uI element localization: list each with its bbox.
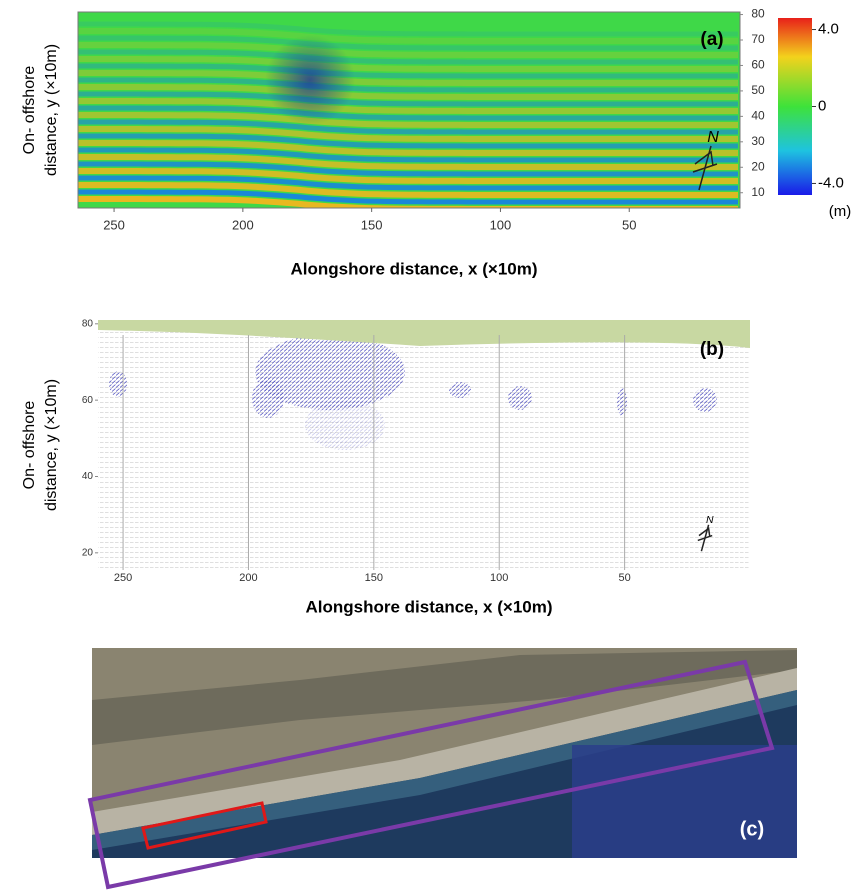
trough [78,91,738,107]
y-axis-label: distance, y (×10m) [43,379,60,511]
y-tick-label: 80 [751,7,765,21]
anomaly [265,35,355,125]
crest [78,56,738,72]
compass-label: N [707,129,719,146]
colorbar [778,18,812,195]
x-tick-label: 200 [239,572,257,584]
trough [78,21,738,37]
trough [78,77,738,93]
crest [78,98,738,114]
focus-area [141,801,268,850]
panel-label: (b) [700,339,724,360]
vector-cluster [109,371,127,397]
trough [78,147,738,163]
x-tick-label: 200 [232,217,254,232]
y-axis-label: On- offshore [21,66,38,155]
colorbar-tick-label: -4.0 [818,174,844,191]
crest [78,140,738,156]
compass-arrow [694,150,714,167]
y-tick-label: 20 [751,159,765,173]
y-tick-label: 30 [751,134,765,148]
crest [78,42,738,58]
vector-cluster [693,388,717,412]
trough [78,63,738,79]
vector-cluster [255,334,405,410]
x-tick-label: 100 [490,217,512,232]
trough [78,161,738,177]
x-tick-label: 50 [622,217,636,232]
trough [78,49,738,65]
vector-field [98,330,750,570]
colorbar-unit: (m) [829,203,852,220]
y-tick-label: 80 [82,318,94,329]
y-tick-label: 50 [751,83,765,97]
x-tick-label: 100 [490,572,508,584]
photo-beach [92,668,797,835]
y-tick-label: 10 [751,185,765,199]
crest [78,182,738,198]
vector-cluster [617,388,627,416]
photo-town [92,650,797,745]
vector-cluster [508,386,532,410]
trough [78,35,738,51]
x-tick-label: 50 [618,572,630,584]
trough [78,105,738,121]
panel-c: (c) [87,648,797,890]
trough [78,189,738,205]
photo-inset [572,745,797,858]
vector-cluster [449,382,471,398]
compass-label: N [706,515,714,526]
trough [78,119,738,135]
x-axis-label: Alongshore distance, x (×10m) [290,259,537,278]
y-tick-label: 40 [751,109,765,123]
crest [78,28,738,44]
colorbar-tick-label: 4.0 [818,21,839,38]
crest [78,196,738,208]
x-tick-label: 250 [103,217,125,232]
plot-frame [77,11,741,209]
y-tick-label: 20 [82,547,94,558]
trough [78,133,738,149]
y-tick-label: 60 [82,395,94,406]
crest [78,70,738,86]
panel-a: 250 200 150 100 50 10 20 30 40 50 60 70 80 Alongshore… [21,7,851,279]
crest [78,154,738,170]
y-axis-label: distance, y (×10m) [43,44,60,176]
x-tick-label: 250 [114,572,132,584]
shore-band [98,320,750,348]
vector-cluster [252,378,284,418]
photo-surf [92,690,797,850]
y-tick-label: 70 [751,32,765,46]
crest [78,126,738,142]
panel-label: (a) [700,29,723,50]
heatmap [78,12,740,208]
vector-cluster [305,400,385,450]
trough [78,175,738,191]
crest [78,168,738,184]
study-area [87,659,775,890]
compass-arrow [698,527,711,537]
x-tick-label: 150 [361,217,383,232]
y-axis-label: On- offshore [21,401,38,490]
crest [78,112,738,128]
x-tick-label: 150 [365,572,383,584]
y-tick-label: 60 [751,58,765,72]
panel-label: (c) [740,818,764,840]
colorbar-tick-label: 0 [818,97,826,114]
panel-b: 250 200 150 100 50 80 60 40 20 Alongshore distanc… [21,318,750,616]
y-tick-label: 40 [82,471,94,482]
crest [78,84,738,100]
x-axis-label: Alongshore distance, x (×10m) [305,597,552,616]
